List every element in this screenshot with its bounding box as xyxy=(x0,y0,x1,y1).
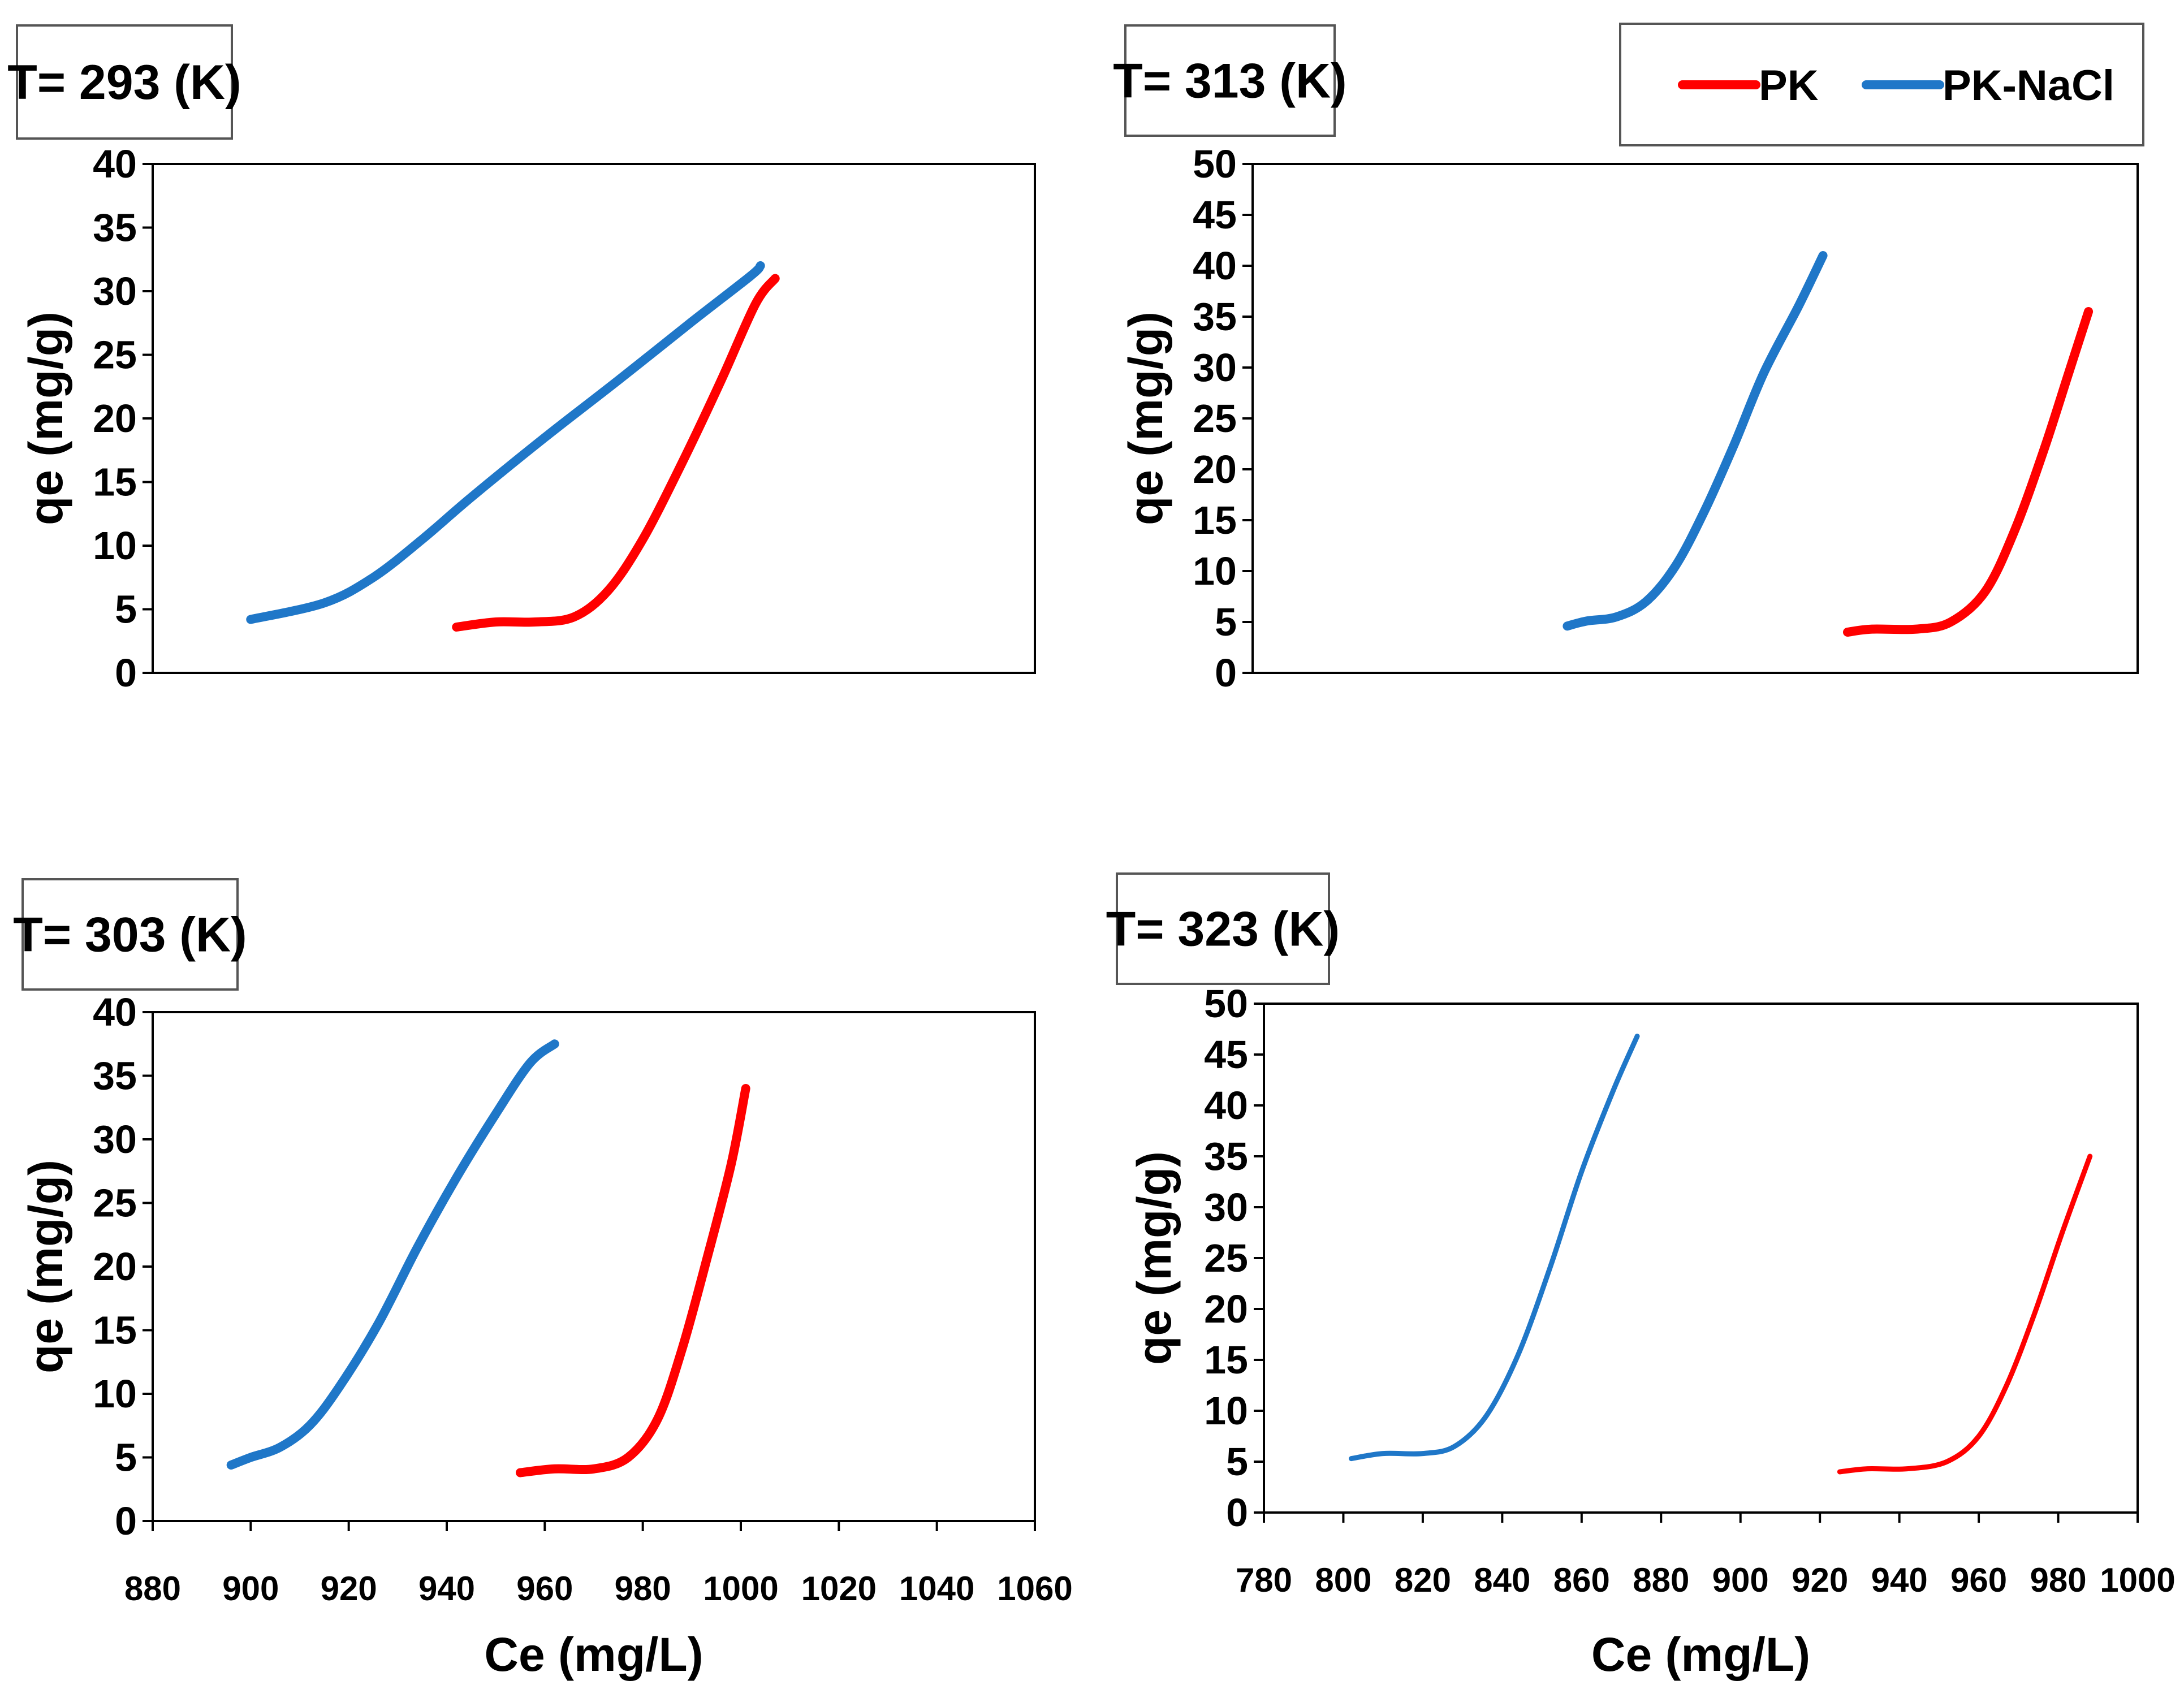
series-line-pk-nacl xyxy=(226,1039,559,1470)
x-tick-label: 900 xyxy=(1712,1561,1769,1599)
y-axis-label: qe (mg/g) xyxy=(1128,1151,1181,1365)
x-tick-label: 900 xyxy=(222,1570,279,1608)
series-line-pk xyxy=(1837,1153,2093,1475)
y-tick-label: 5 xyxy=(1226,1440,1248,1484)
y-tick-label: 5 xyxy=(1215,600,1237,644)
y-tick-label: 0 xyxy=(1226,1490,1248,1535)
x-tick-label: 880 xyxy=(1633,1561,1689,1599)
y-tick-label: 40 xyxy=(1204,1083,1248,1127)
x-tick-label: 960 xyxy=(1950,1561,2007,1599)
y-tick-label: 10 xyxy=(1204,1389,1248,1433)
x-tick-label: 960 xyxy=(516,1570,573,1608)
y-tick-label: 20 xyxy=(93,396,137,440)
y-tick-label: 30 xyxy=(93,1117,137,1161)
x-tick-label: 1040 xyxy=(899,1570,974,1608)
y-tick-label: 15 xyxy=(93,460,137,504)
chart-title: T= 293 (K) xyxy=(7,55,241,110)
y-tick-label: 20 xyxy=(93,1245,137,1289)
x-tick-label: 780 xyxy=(1236,1561,1292,1599)
x-tick-label: 880 xyxy=(124,1570,181,1608)
x-tick-label: 800 xyxy=(1315,1561,1371,1599)
x-tick-label: 940 xyxy=(1871,1561,1928,1599)
y-tick-label: 35 xyxy=(93,1054,137,1098)
chart-title: T= 323 (K) xyxy=(1106,902,1340,957)
x-tick-label: 1000 xyxy=(703,1570,778,1608)
legend-pk-nacl-label: PK-NaCl xyxy=(1943,62,2114,110)
x-axis-label: Ce (mg/L) xyxy=(484,1628,703,1681)
x-axis-label: Ce (mg/L) xyxy=(1591,1628,1810,1681)
y-tick-label: 5 xyxy=(115,1436,137,1480)
y-tick-label: 30 xyxy=(1204,1185,1248,1229)
x-tick-label: 920 xyxy=(1792,1561,1848,1599)
legend: PK PK-NaCl xyxy=(1619,23,2144,146)
y-tick-label: 50 xyxy=(1193,142,1237,186)
y-axis-label: qe (mg/g) xyxy=(1119,312,1172,525)
chart-panel-t323: T= 323 (K) 0 5 10 15 20 25 30 35 40 45 50 780 800 820 8… xyxy=(1106,872,2176,1681)
y-tick-label: 10 xyxy=(93,524,137,568)
y-tick-label: 35 xyxy=(1193,295,1237,339)
plot-frame xyxy=(1251,163,2139,674)
y-tick-label: 25 xyxy=(1193,396,1237,440)
y-tick-label: 20 xyxy=(1193,447,1237,491)
y-tick-label: 30 xyxy=(1193,345,1237,390)
chart-title-box xyxy=(21,878,239,991)
y-tick-label: 40 xyxy=(1193,244,1237,288)
y-axis-label: qe (mg/g) xyxy=(19,312,72,525)
y-tick-label: 35 xyxy=(93,206,137,250)
plot-frame xyxy=(152,163,1036,674)
y-tick-label: 40 xyxy=(93,990,137,1034)
y-tick-label: 10 xyxy=(1193,549,1237,593)
legend-pk-label: PK xyxy=(1759,62,1819,110)
y-tick-label: 10 xyxy=(93,1372,137,1416)
y-tick-label: 0 xyxy=(115,1499,137,1543)
chart-title-box xyxy=(16,24,233,140)
y-tick-label: 45 xyxy=(1204,1032,1248,1077)
y-tick-label: 15 xyxy=(1204,1338,1248,1382)
series-line-pk-nacl xyxy=(1349,1034,1640,1462)
y-tick-label: 0 xyxy=(115,651,137,695)
x-tick-label: 920 xyxy=(321,1570,377,1608)
x-tick-label: 840 xyxy=(1474,1561,1530,1599)
chart-panel-t293: T= 293 (K) 0 5 10 15 20 25 30 35 40 qe (mg/g) xyxy=(7,24,1036,695)
series-line-pk xyxy=(1843,307,2094,637)
y-tick-label: 25 xyxy=(93,1181,137,1225)
chart-title: T= 303 (K) xyxy=(13,908,247,962)
x-tick-label: 1020 xyxy=(801,1570,877,1608)
x-tick-label: 980 xyxy=(2030,1561,2086,1599)
y-tick-label: 35 xyxy=(1204,1134,1248,1178)
y-tick-label: 45 xyxy=(1193,193,1237,237)
x-tick-label: 1060 xyxy=(997,1570,1072,1608)
series-line-pk xyxy=(452,274,780,632)
x-tick-label: 1000 xyxy=(2100,1561,2175,1599)
chart-title: T= 313 (K) xyxy=(1113,54,1346,109)
y-tick-label: 15 xyxy=(93,1308,137,1353)
plot-frame xyxy=(1263,1003,2139,1514)
series-line-pk-nacl xyxy=(1563,251,1828,631)
series-line-pk-nacl xyxy=(246,261,765,624)
chart-title-box xyxy=(1124,24,1336,137)
y-tick-label: 50 xyxy=(1204,982,1248,1026)
y-tick-label: 30 xyxy=(93,269,137,313)
y-tick-label: 0 xyxy=(1215,651,1237,695)
x-tick-label: 860 xyxy=(1553,1561,1610,1599)
y-tick-label: 5 xyxy=(115,587,137,632)
y-tick-label: 40 xyxy=(93,142,137,186)
chart-panel-t303: T= 303 (K) 0 5 10 15 20 25 30 35 40 880 900 920 940 96… xyxy=(13,878,1073,1681)
x-tick-label: 940 xyxy=(418,1570,475,1608)
y-tick-label: 20 xyxy=(1204,1287,1248,1331)
y-tick-label: 15 xyxy=(1193,498,1237,542)
series-line-pk xyxy=(516,1084,750,1477)
chart-title-box xyxy=(1116,872,1330,985)
x-tick-label: 820 xyxy=(1395,1561,1451,1599)
chart-panel-t313: T= 313 (K) 0 5 10 15 20 25 30 35 40 45 50 qe (mg/g) xyxy=(1113,24,2139,695)
x-tick-label: 980 xyxy=(615,1570,671,1608)
y-tick-label: 25 xyxy=(1204,1236,1248,1280)
y-tick-label: 25 xyxy=(93,333,137,377)
y-axis-label: qe (mg/g) xyxy=(19,1160,72,1373)
